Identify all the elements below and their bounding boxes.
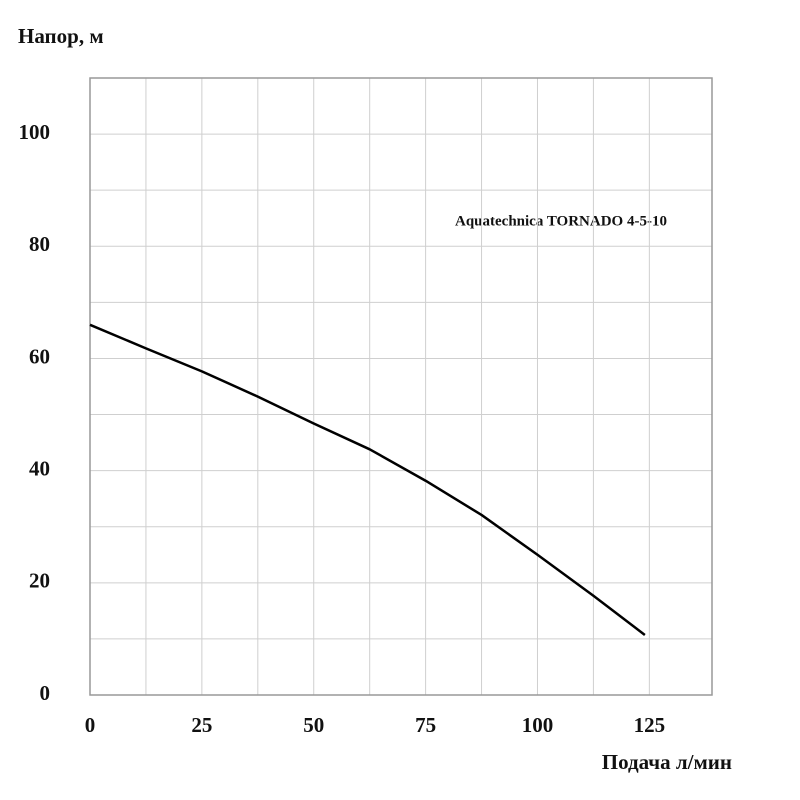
plot-frame: [89, 77, 713, 696]
x-tick-label: 75: [415, 713, 436, 737]
y-tick-label: 40: [29, 456, 50, 480]
y-axis-label: Напор, м: [18, 24, 104, 48]
x-tick-label: 50: [303, 713, 324, 737]
x-tick-label: 0: [85, 713, 96, 737]
y-tick-label: 20: [29, 569, 50, 593]
x-tick-label: 100: [522, 713, 554, 737]
y-tick-label: 100: [19, 120, 51, 144]
y-tick-label: 60: [29, 344, 50, 368]
x-axis-label: Подача л/мин: [602, 750, 732, 774]
y-tick-label: 80: [29, 232, 50, 256]
x-tick-label: 25: [191, 713, 212, 737]
curve: [89, 323, 646, 636]
annotation: Aquatechnica TORNADO 4-5-10: [455, 213, 667, 229]
y-tick-label: 0: [40, 681, 51, 705]
x-tick-label: 125: [634, 713, 666, 737]
